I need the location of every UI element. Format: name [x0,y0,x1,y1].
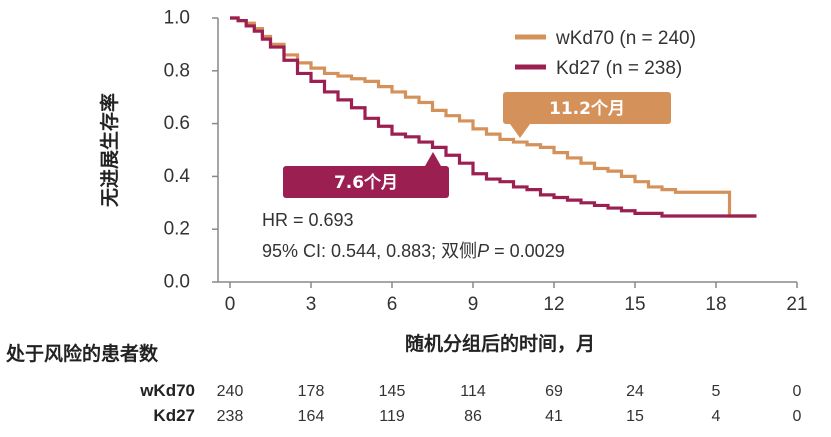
risk-cell: 164 [298,408,325,425]
p-symbol: P [477,241,489,261]
x-tick-label: 0 [225,294,236,315]
x-axis-title: 随机分组后的时间，月 [405,332,595,355]
risk-cell: 5 [712,383,721,400]
y-axis-title: 无进展生存率 [98,93,121,207]
legend: wKd70 (n = 240) Kd27 (n = 238) [515,28,696,79]
x-tick-label: 6 [387,294,398,315]
hazard-ratio-text: HR = 0.693 [262,210,354,230]
risk-cell: 178 [298,383,325,400]
callout-wkd70-label: 11.2个月 [549,98,625,119]
risk-cell: 41 [545,408,563,425]
risk-table-title: 处于风险的患者数 [5,342,159,365]
callout-wkd70-box [503,92,671,124]
x-tick-label: 15 [624,294,645,315]
callout-wkd70-pointer [510,124,530,138]
y-tick-label: 0.8 [164,60,190,81]
callout-kd27-box [283,166,449,198]
risk-row-label: wKd70 [139,381,195,400]
series-line-wkd70 [230,16,757,218]
legend-label-kd27: Kd27 (n = 238) [556,58,682,79]
ci-text: 95% CI: 0.544, 0.883; 双侧 [262,241,477,261]
callout-kd27: 7.6个月 [283,152,449,198]
risk-row-label: Kd27 [153,406,195,425]
risk-cell: 69 [545,383,563,400]
risk-cell: 238 [217,408,244,425]
risk-cell: 0 [793,383,802,400]
ci-p-text: 95% CI: 0.544, 0.883; 双侧P = 0.0029 [262,241,565,261]
x-tick-label: 21 [786,294,807,315]
x-tick-label: 3 [306,294,317,315]
callout-wkd70: 11.2个月 [503,92,671,138]
risk-cell: 24 [626,383,644,400]
x-tick-label: 18 [705,294,726,315]
y-tick-label: 0.4 [164,166,191,187]
risk-cell: 15 [626,408,644,425]
y-tick-label: 1.0 [164,8,190,29]
x-tick-label: 9 [468,294,479,315]
y-axis-ticks: 0.0 0.2 0.4 0.6 0.8 1.0 [164,8,218,293]
series-layer [230,16,757,218]
callout-kd27-pointer [425,152,441,166]
risk-cell: 119 [379,408,405,425]
x-tick-label: 12 [543,294,564,315]
risk-cell: 0 [793,408,802,425]
callout-kd27-label: 7.6个月 [334,172,398,193]
risk-cell: 4 [712,408,721,425]
y-tick-label: 0.0 [164,272,190,293]
x-axis-ticks: 0 3 6 9 12 15 18 21 [225,282,808,315]
y-tick-label: 0.6 [164,113,190,134]
risk-cell: 86 [464,408,482,425]
risk-cell: 114 [460,383,486,400]
p-value-text: = 0.0029 [489,241,565,261]
risk-cell: 240 [217,383,244,400]
series-line-kd27 [230,16,757,218]
risk-cell: 145 [379,383,406,400]
y-tick-label: 0.2 [164,219,190,240]
legend-label-wkd70: wKd70 (n = 240) [555,28,696,49]
